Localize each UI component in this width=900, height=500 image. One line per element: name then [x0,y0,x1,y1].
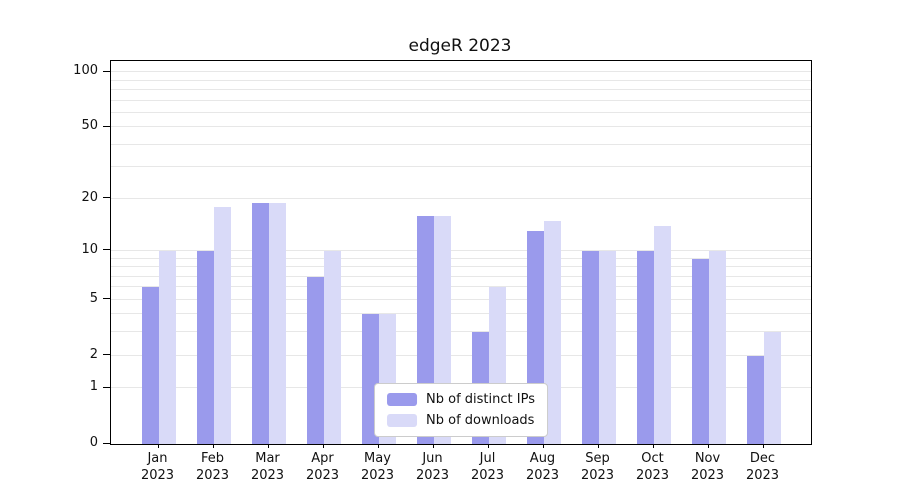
x-tick-mark [707,444,709,448]
y-tick-mark [103,298,110,300]
bar-distinct-ips [306,276,324,444]
legend: Nb of distinct IPs Nb of downloads [374,383,548,437]
x-tick-label: Jul 2023 [470,451,505,483]
gridline [111,354,811,356]
y-tick-mark [103,125,110,127]
y-tick-mark [103,197,110,199]
x-tick-mark [267,444,269,448]
bar-distinct-ips [141,287,159,444]
x-tick-mark [652,444,654,448]
y-tick-label: 50 [81,118,98,134]
x-tick-mark [597,444,599,448]
x-tick-mark [487,444,489,448]
x-tick-mark [432,444,434,448]
x-tick-mark [157,444,159,448]
x-tick-label: Mar 2023 [250,451,285,483]
y-tick-label: 100 [73,63,98,79]
bar-downloads [158,250,176,444]
bar-downloads [708,250,726,444]
x-tick-label: Sep 2023 [580,451,615,483]
y-tick-mark [103,354,110,355]
bar-downloads [598,250,616,444]
bar-downloads [268,202,286,444]
x-tick-label: Oct 2023 [635,451,670,483]
gridline [111,298,811,300]
x-tick-mark [542,444,544,448]
gridline [111,331,811,333]
bar-downloads [213,206,231,444]
y-tick-label: 10 [81,241,98,257]
legend-label-downloads: Nb of downloads [426,413,535,428]
gridline [111,111,811,113]
bar-distinct-ips [636,250,654,444]
gridline [111,286,811,288]
legend-item-downloads: Nb of downloads [387,413,535,428]
gridline [111,266,811,267]
bar-distinct-ips [196,250,214,444]
gridline [111,166,811,168]
y-tick-mark [103,386,110,388]
plot-area: Nb of distinct IPs Nb of downloads [110,60,812,445]
bar-distinct-ips [691,258,709,444]
gridline [111,71,811,73]
gridline [111,313,811,315]
legend-label-distinct-ips: Nb of distinct IPs [426,392,535,407]
bar-distinct-ips [251,202,269,444]
gridline [111,249,811,251]
y-tick-label: 5 [89,290,98,306]
y-tick-label: 20 [81,189,98,205]
x-tick-label: Jun 2023 [415,451,450,483]
y-tick-label: 0 [89,435,98,450]
legend-swatch-downloads [387,414,418,427]
y-tick-mark [103,70,110,72]
gridline [111,99,811,101]
y-tick-mark [103,249,110,251]
legend-swatch-distinct-ips [387,393,418,406]
gridline [111,143,811,145]
bar-downloads [763,332,781,444]
x-tick-label: Nov 2023 [690,451,725,483]
gridline [111,257,811,259]
x-tick-label: Jan 2023 [140,451,175,483]
gridline [111,79,811,81]
chart-title: edgeR 2023 [408,36,512,56]
bar-distinct-ips [746,355,764,444]
bar-downloads [323,250,341,444]
y-tick-mark [103,442,110,444]
x-tick-label: May 2023 [360,451,395,483]
x-tick-mark [377,444,379,448]
x-tick-mark [322,444,324,448]
legend-item-distinct-ips: Nb of distinct IPs [387,392,535,407]
x-tick-label: Dec 2023 [745,451,780,483]
x-tick-label: Aug 2023 [525,451,560,483]
x-tick-label: Apr 2023 [305,451,340,483]
gridline [111,88,811,90]
gridline [111,275,811,277]
bar-distinct-ips [581,250,599,444]
gridline [111,197,811,199]
x-tick-label: Feb 2023 [195,451,230,483]
x-tick-mark [212,444,214,448]
y-tick-label: 2 [89,346,98,362]
x-tick-mark [762,444,764,448]
gridline [111,126,811,128]
bar-downloads [653,225,671,444]
y-tick-label: 1 [89,379,98,395]
